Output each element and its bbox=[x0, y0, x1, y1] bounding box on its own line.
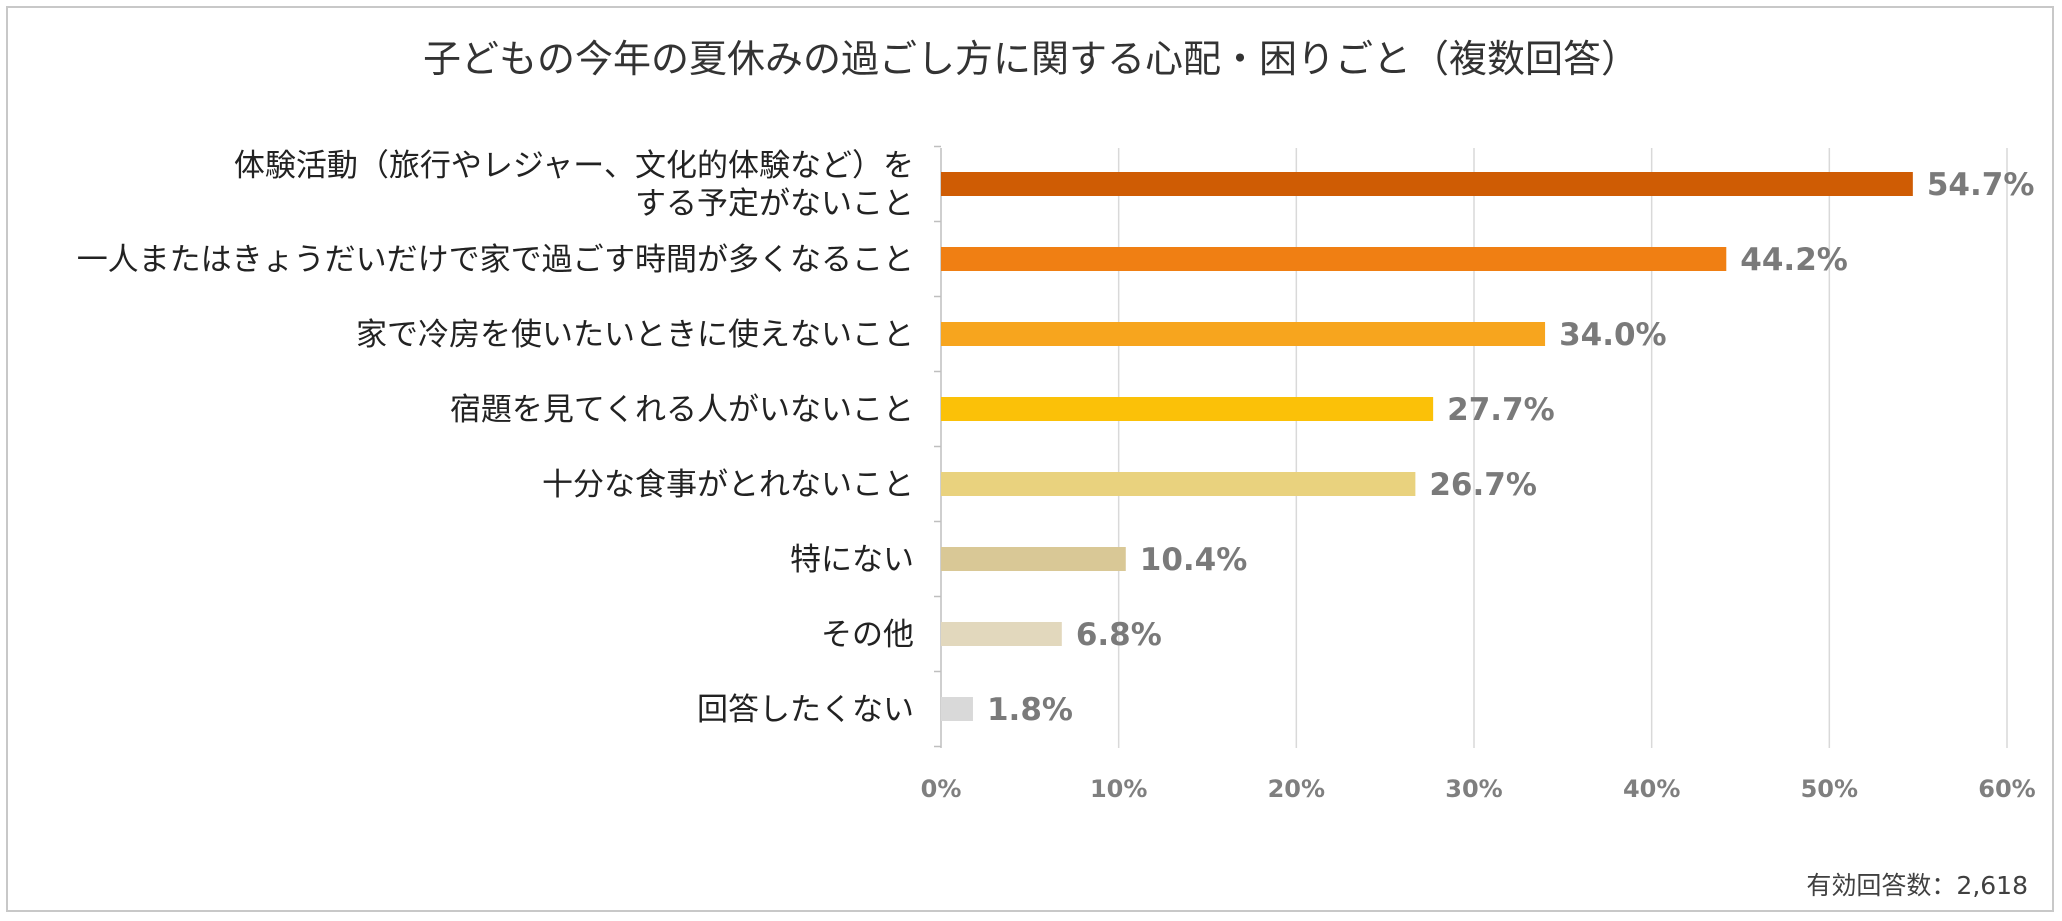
value-label: 27.7% bbox=[1447, 392, 1555, 428]
bar-2 bbox=[941, 322, 1546, 346]
respondent-count-note: 有効回答数：2,618 bbox=[1806, 871, 2028, 900]
value-label: 10.4% bbox=[1140, 542, 1248, 578]
category-label: する予定がないこと bbox=[635, 186, 914, 222]
bar-1 bbox=[941, 247, 1727, 271]
bar-5 bbox=[941, 547, 1126, 571]
category-label: 宿題を見てくれる人がいないこと bbox=[450, 392, 914, 428]
chart-title: 子どもの今年の夏休みの過ごし方に関する心配・困りごと（複数回答） bbox=[422, 37, 1639, 81]
x-tick-label: 20% bbox=[1268, 775, 1325, 803]
category-label: その他 bbox=[821, 617, 914, 653]
bar-6 bbox=[941, 622, 1062, 646]
bar-4 bbox=[941, 472, 1416, 496]
category-label: 十分な食事がとれないこと bbox=[542, 467, 914, 503]
bar-0 bbox=[941, 172, 1913, 196]
category-label: 体験活動（旅行やレジャー、文化的体験など）を bbox=[234, 148, 914, 184]
category-label: 特にない bbox=[790, 542, 914, 578]
x-tick-label: 10% bbox=[1090, 775, 1147, 803]
value-label: 6.8% bbox=[1076, 617, 1162, 653]
value-label: 26.7% bbox=[1429, 467, 1537, 503]
bar-3 bbox=[941, 397, 1434, 421]
x-tick-label: 50% bbox=[1801, 775, 1858, 803]
bar-7 bbox=[941, 697, 973, 721]
category-label: 家で冷房を使いたいときに使えないこと bbox=[356, 317, 914, 353]
value-label: 1.8% bbox=[987, 692, 1073, 728]
x-tick-label: 30% bbox=[1445, 775, 1502, 803]
value-label: 54.7% bbox=[1927, 167, 2035, 203]
category-label: 一人またはきょうだいだけで家で過ごす時間が多くなること bbox=[77, 242, 914, 278]
value-label: 44.2% bbox=[1740, 242, 1848, 278]
chart-frame bbox=[6, 6, 2054, 912]
x-tick-label: 60% bbox=[1978, 775, 2035, 803]
value-label: 34.0% bbox=[1559, 317, 1667, 353]
x-tick-label: 40% bbox=[1623, 775, 1680, 803]
category-label: 回答したくない bbox=[697, 692, 914, 728]
x-tick-label: 0% bbox=[921, 775, 962, 803]
